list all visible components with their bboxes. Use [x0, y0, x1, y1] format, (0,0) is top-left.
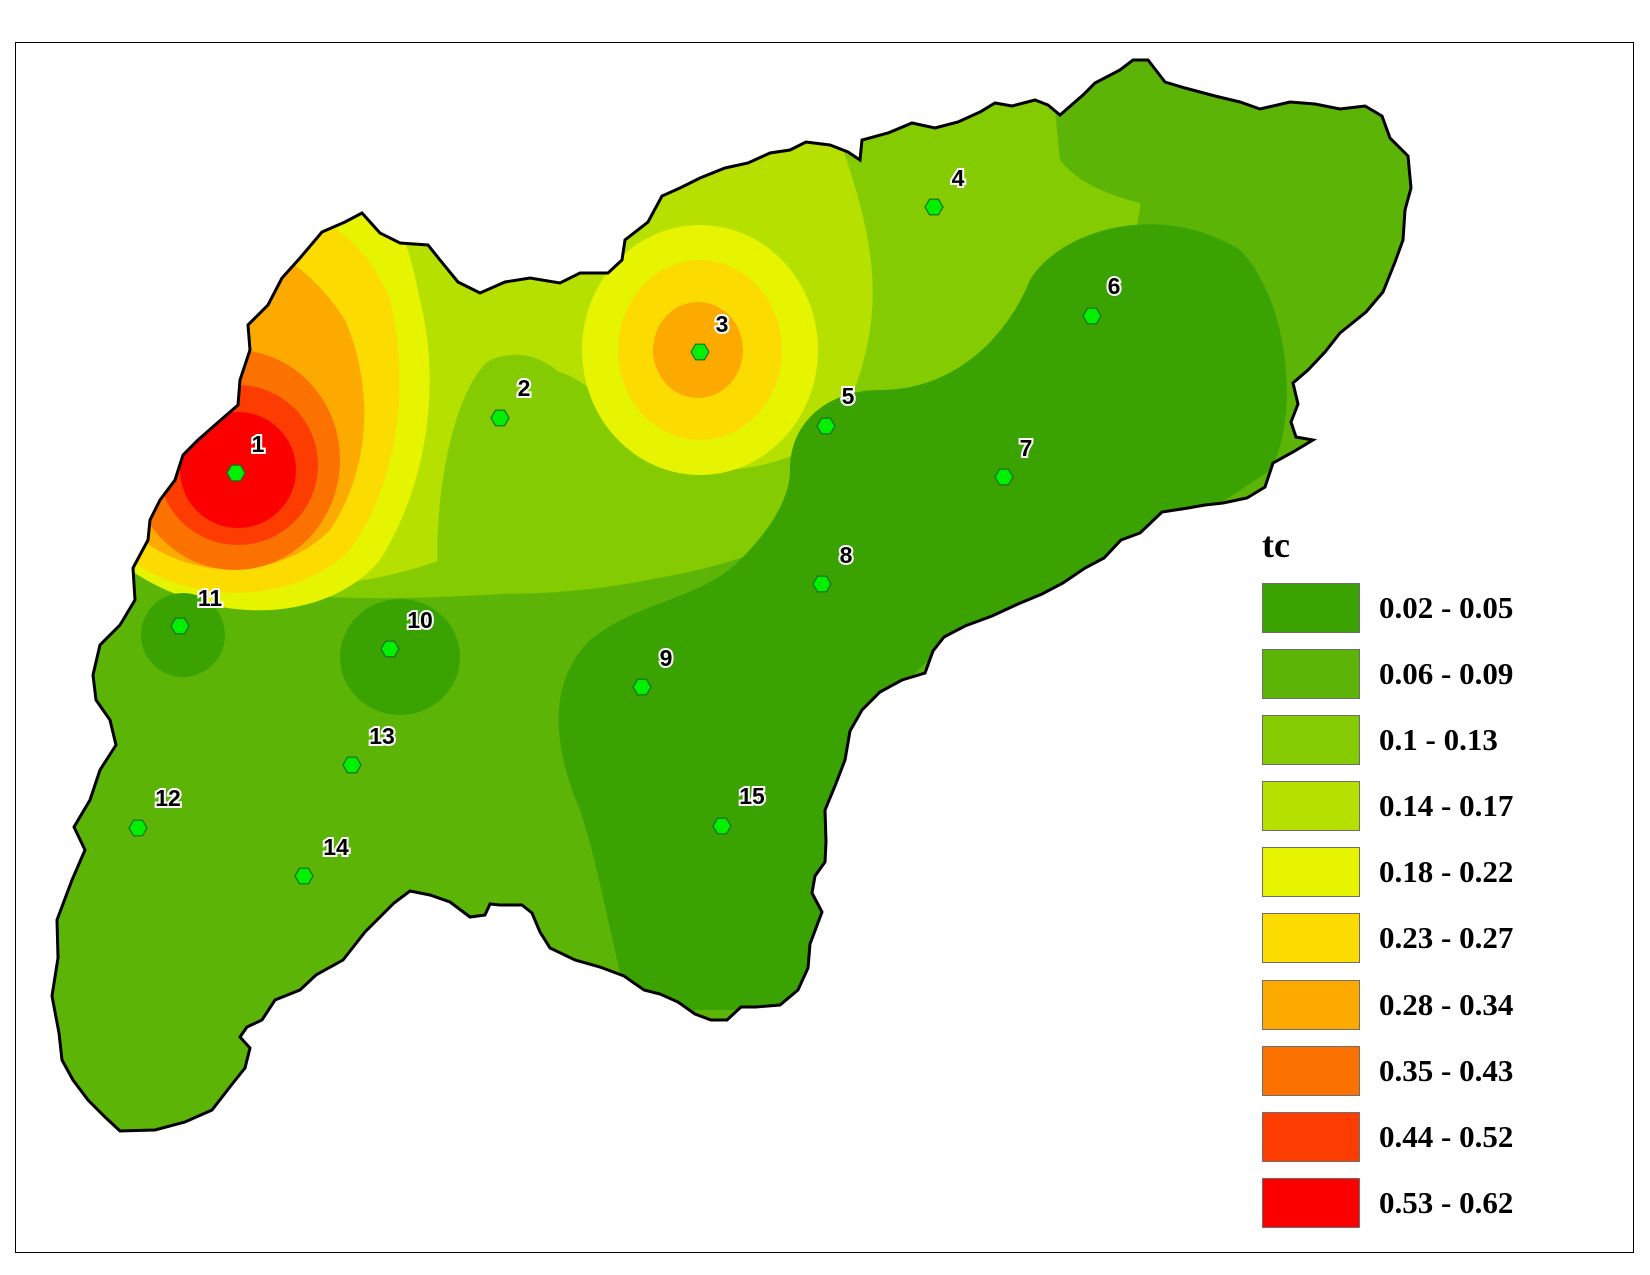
station-marker-8	[812, 575, 832, 593]
station-marker-7	[994, 468, 1014, 486]
legend-item-9: 0.53 - 0.62	[1262, 1178, 1592, 1230]
station-label-5: 5	[842, 383, 855, 409]
station-marker-14	[294, 867, 314, 885]
region-boundary	[50, 58, 1413, 1133]
station-marker-12	[128, 819, 148, 837]
station-marker-6	[1082, 307, 1102, 325]
legend-swatch	[1262, 649, 1360, 699]
legend-swatch	[1262, 847, 1360, 897]
station-marker-11	[170, 617, 190, 635]
legend-item-6: 0.28 - 0.34	[1262, 980, 1592, 1032]
legend-item-3: 0.14 - 0.17	[1262, 781, 1592, 833]
station-marker-10	[380, 640, 400, 658]
legend-item-8: 0.44 - 0.52	[1262, 1112, 1592, 1164]
legend-label: 0.14 - 0.17	[1379, 788, 1514, 823]
station-label-14: 14	[323, 834, 349, 860]
station-label-13: 13	[369, 723, 395, 749]
legend-swatch	[1262, 715, 1360, 765]
station-label-15: 15	[739, 783, 765, 809]
legend-label: 0.23 - 0.27	[1379, 920, 1514, 955]
station-label-2: 2	[518, 375, 531, 401]
station-marker-5	[816, 417, 836, 435]
legend-item-4: 0.18 - 0.22	[1262, 847, 1592, 899]
legend-label: 0.35 - 0.43	[1379, 1053, 1514, 1088]
interpolated-surface	[52, 60, 1411, 1131]
legend-swatch	[1262, 1046, 1360, 1096]
legend-swatch	[1262, 913, 1360, 963]
legend-label: 0.28 - 0.34	[1379, 987, 1514, 1022]
legend-item-7: 0.35 - 0.43	[1262, 1046, 1592, 1098]
legend-title: tc	[1262, 525, 1290, 565]
legend-swatch	[1262, 1112, 1360, 1162]
zone-0.02-0.05-st10	[340, 599, 460, 715]
station-marker-2	[490, 409, 510, 427]
legend-item-0: 0.02 - 0.05	[1262, 583, 1592, 635]
legend-label: 0.1 - 0.13	[1379, 722, 1498, 757]
station-marker-4	[924, 198, 944, 216]
zone-0.02-0.05-main	[558, 224, 1287, 1010]
station-marker-1	[226, 464, 246, 482]
legend-swatch	[1262, 781, 1360, 831]
station-label-12: 12	[155, 785, 181, 811]
station-label-4: 4	[952, 165, 965, 191]
station-label-3: 3	[716, 311, 729, 337]
zone-0.02-0.05-st11	[141, 593, 225, 677]
zone-0.1-0.13-pocket	[437, 354, 720, 594]
station-label-11: 11	[198, 585, 223, 611]
legend-item-5: 0.23 - 0.27	[1262, 913, 1592, 965]
station-label-7: 7	[1020, 435, 1033, 461]
station-marker-3	[690, 343, 710, 361]
station-marker-13	[342, 756, 362, 774]
legend-label: 0.44 - 0.52	[1379, 1119, 1514, 1154]
station-label-9: 9	[660, 645, 673, 671]
station-label-10: 10	[407, 607, 433, 633]
map-frame	[15, 42, 1634, 1253]
legend-label: 0.53 - 0.62	[1379, 1185, 1514, 1220]
station-label-6: 6	[1108, 273, 1121, 299]
legend-label: 0.18 - 0.22	[1379, 854, 1514, 889]
legend-item-2: 0.1 - 0.13	[1262, 715, 1592, 767]
station-marker-9	[632, 678, 652, 696]
station-label-8: 8	[840, 542, 853, 568]
station-label-1: 1	[252, 431, 265, 457]
station-marker-15	[712, 817, 732, 835]
legend-swatch	[1262, 1178, 1360, 1228]
legend-label: 0.02 - 0.05	[1379, 590, 1514, 625]
legend-swatch	[1262, 583, 1360, 633]
legend-swatch	[1262, 980, 1360, 1030]
legend-item-1: 0.06 - 0.09	[1262, 649, 1592, 701]
legend-label: 0.06 - 0.09	[1379, 656, 1514, 691]
